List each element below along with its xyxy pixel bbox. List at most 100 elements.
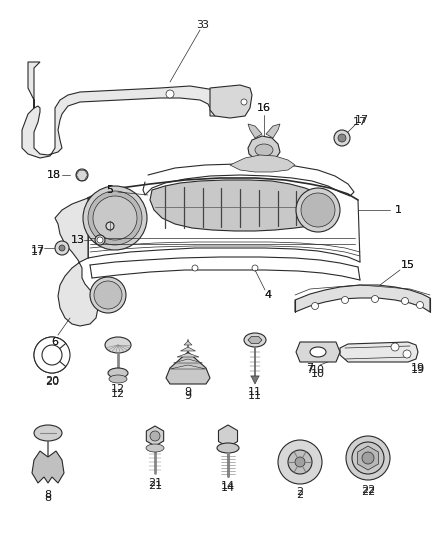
- Circle shape: [334, 130, 350, 146]
- Text: 18: 18: [47, 170, 61, 180]
- Text: 10: 10: [311, 369, 325, 379]
- Polygon shape: [295, 285, 430, 312]
- Text: 13: 13: [71, 235, 85, 245]
- Ellipse shape: [310, 347, 326, 357]
- Polygon shape: [210, 85, 252, 118]
- Polygon shape: [296, 342, 340, 362]
- Text: 15: 15: [401, 260, 415, 270]
- Text: 2: 2: [297, 487, 304, 497]
- Circle shape: [252, 265, 258, 271]
- Text: 19: 19: [411, 365, 425, 375]
- Polygon shape: [248, 336, 262, 344]
- Text: 16: 16: [257, 103, 271, 113]
- Ellipse shape: [108, 368, 128, 378]
- Text: 9: 9: [184, 387, 191, 397]
- Polygon shape: [22, 62, 220, 158]
- Polygon shape: [173, 359, 202, 363]
- Text: 7: 7: [307, 365, 314, 375]
- Circle shape: [166, 90, 174, 98]
- Circle shape: [338, 134, 346, 142]
- Circle shape: [97, 237, 103, 243]
- Text: 6: 6: [52, 337, 59, 347]
- Text: 1: 1: [395, 205, 402, 215]
- Polygon shape: [146, 426, 164, 446]
- Text: 12: 12: [111, 389, 125, 399]
- Ellipse shape: [105, 337, 131, 353]
- Circle shape: [90, 277, 126, 313]
- Ellipse shape: [34, 425, 62, 441]
- Text: 5: 5: [106, 185, 113, 195]
- Circle shape: [296, 188, 340, 232]
- Polygon shape: [150, 180, 328, 231]
- Circle shape: [241, 99, 247, 105]
- Text: 4: 4: [265, 290, 272, 300]
- Circle shape: [55, 241, 69, 255]
- Text: 5: 5: [106, 185, 113, 195]
- Text: 4: 4: [265, 290, 272, 300]
- Ellipse shape: [146, 444, 164, 452]
- Text: 11: 11: [248, 387, 262, 397]
- Text: 14: 14: [221, 481, 235, 491]
- Circle shape: [362, 452, 374, 464]
- Text: 13: 13: [71, 235, 85, 245]
- Circle shape: [295, 457, 305, 467]
- Polygon shape: [340, 342, 418, 362]
- Ellipse shape: [217, 443, 239, 453]
- Text: 8: 8: [44, 490, 52, 500]
- Polygon shape: [230, 155, 295, 172]
- Text: 20: 20: [45, 377, 59, 387]
- Polygon shape: [251, 376, 259, 384]
- Circle shape: [42, 345, 62, 365]
- Polygon shape: [170, 365, 206, 369]
- Text: 2: 2: [297, 490, 304, 500]
- Polygon shape: [184, 341, 192, 345]
- Circle shape: [192, 265, 198, 271]
- Circle shape: [402, 297, 409, 304]
- Text: 6: 6: [52, 337, 59, 347]
- Circle shape: [391, 343, 399, 351]
- Text: 21: 21: [148, 481, 162, 491]
- Circle shape: [76, 169, 88, 181]
- Ellipse shape: [244, 333, 266, 347]
- Text: 18: 18: [47, 170, 61, 180]
- Circle shape: [346, 436, 390, 480]
- Text: 17: 17: [31, 245, 45, 255]
- Circle shape: [150, 431, 160, 441]
- Polygon shape: [266, 124, 280, 138]
- Text: 20: 20: [45, 376, 59, 386]
- Text: 17: 17: [353, 117, 367, 127]
- Circle shape: [342, 296, 349, 303]
- Text: 7: 7: [307, 363, 314, 373]
- Circle shape: [88, 191, 142, 245]
- Ellipse shape: [109, 375, 127, 383]
- Ellipse shape: [255, 144, 273, 156]
- Text: 3: 3: [201, 20, 208, 30]
- Polygon shape: [180, 347, 195, 351]
- Circle shape: [311, 303, 318, 310]
- Circle shape: [106, 222, 114, 230]
- Text: 17: 17: [31, 247, 45, 257]
- Text: 22: 22: [361, 487, 375, 497]
- Text: 14: 14: [221, 483, 235, 493]
- Text: 9: 9: [184, 391, 191, 401]
- Circle shape: [278, 440, 322, 484]
- Text: 3: 3: [197, 20, 204, 30]
- Circle shape: [83, 186, 147, 250]
- Circle shape: [301, 193, 335, 227]
- Text: 15: 15: [401, 260, 415, 270]
- Polygon shape: [177, 353, 199, 357]
- Circle shape: [417, 302, 424, 309]
- Circle shape: [34, 337, 70, 373]
- Circle shape: [94, 281, 122, 309]
- Circle shape: [95, 235, 105, 245]
- Polygon shape: [55, 198, 98, 326]
- Text: 17: 17: [355, 115, 369, 125]
- Circle shape: [288, 450, 312, 474]
- Circle shape: [403, 350, 411, 358]
- Text: 10: 10: [311, 365, 325, 375]
- Polygon shape: [32, 451, 64, 483]
- Circle shape: [352, 442, 384, 474]
- Text: 19: 19: [411, 363, 425, 373]
- Text: 1: 1: [395, 205, 402, 215]
- Circle shape: [59, 245, 65, 251]
